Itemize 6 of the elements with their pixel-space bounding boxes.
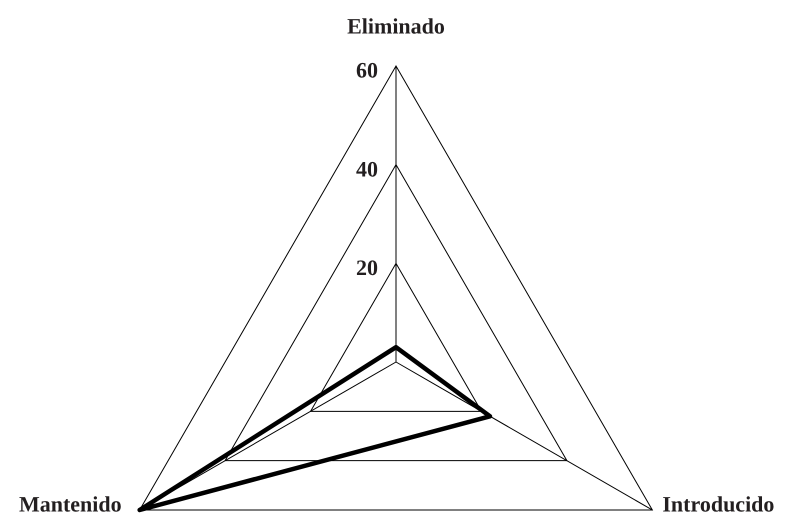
spoke-label: Mantenido: [18, 492, 122, 517]
spoke-label: Introducido: [662, 492, 774, 517]
y-tick-label: 40: [356, 156, 378, 182]
spoke-label: Eliminado: [347, 14, 445, 39]
y-tick-label: 20: [356, 255, 378, 280]
y-tick-label: 60: [356, 58, 378, 83]
